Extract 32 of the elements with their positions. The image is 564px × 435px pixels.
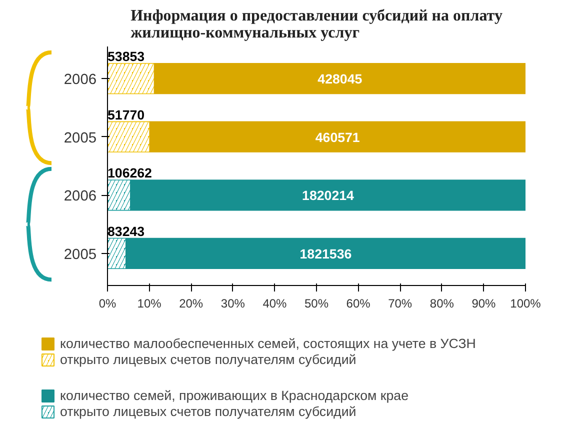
annotation: 53853: [108, 49, 145, 64]
x-tick-label: 100%: [510, 296, 542, 310]
x-tick-label: 10%: [137, 296, 162, 310]
annotation: 51770: [108, 107, 145, 122]
x-tick-label: 80%: [430, 296, 454, 310]
bar: [125, 238, 526, 269]
x-tick-label: 70%: [388, 296, 412, 310]
bar: [149, 121, 526, 152]
annotation: 1821536: [300, 246, 352, 262]
x-tick-label: 0%: [98, 296, 116, 310]
annotation: 460571: [315, 130, 360, 145]
x-tick-label: 20%: [179, 296, 204, 310]
legend-label: количество малообеспеченных семей, состоящих на учете в УСЗН: [60, 336, 476, 351]
bar: [154, 63, 526, 94]
legend-label: количество семей, проживающих в Краснодарском крае: [60, 388, 408, 403]
x-tick-label: 60%: [346, 296, 371, 310]
y-tick-label: 2006: [64, 188, 97, 205]
y-tick-label: 2006: [64, 72, 97, 88]
annotation: 83243: [108, 224, 145, 239]
annotation: 1820214: [302, 188, 355, 204]
y-tick-label: 2005: [64, 246, 97, 263]
legend-label: открыто лицевых счетов получателям субсидий: [60, 404, 356, 419]
bar: [130, 180, 526, 211]
x-tick-label: 50%: [304, 296, 329, 310]
annotation: 428045: [318, 72, 363, 87]
annotation: 106262: [108, 166, 152, 181]
x-tick-label: 40%: [262, 296, 288, 310]
x-tick-label: 90%: [472, 296, 496, 310]
x-tick-label: 30%: [220, 296, 246, 310]
legend-label: открыто лицевых счетов получателям субсидий: [60, 352, 356, 367]
chart-title: Информация о предоставлении субсидий на оплату жилищно-коммунальных услуг: [130, 8, 502, 42]
y-tick-label: 2005: [64, 130, 97, 146]
